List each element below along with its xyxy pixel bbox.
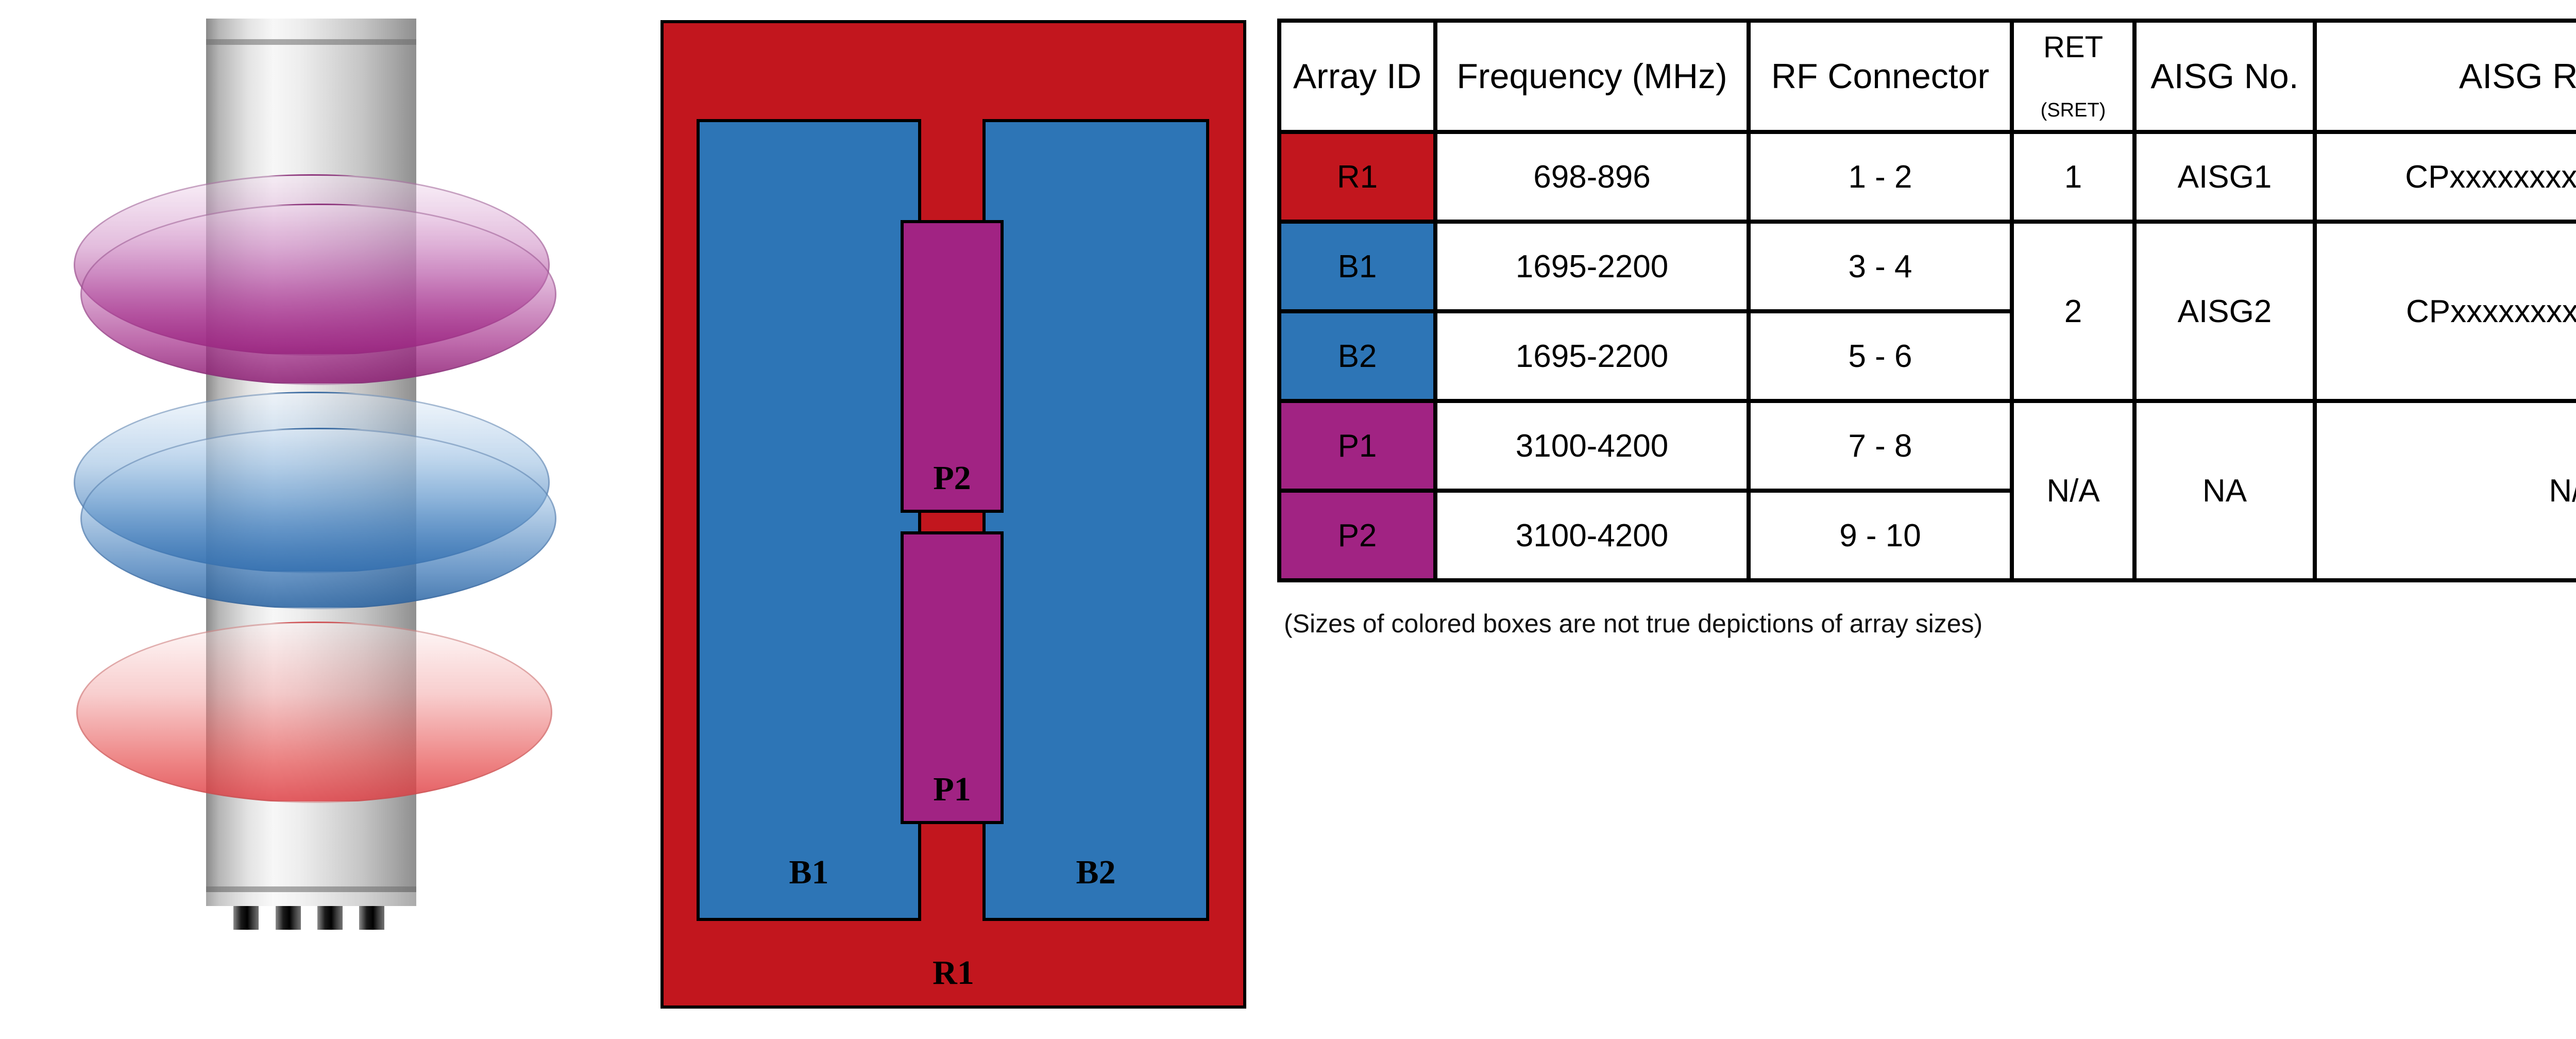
array-label-p2: P2 bbox=[933, 459, 971, 497]
frequency-cell-b2: 1695-2200 bbox=[1433, 309, 1751, 403]
aisg-uid-cell-b-group: CPxxxxxxxxxxxxxxxxB1 bbox=[2313, 220, 2576, 403]
array-label-p1: P1 bbox=[933, 770, 971, 808]
aisg-no-cell-b-group: AISG2 bbox=[2132, 220, 2317, 403]
aisg-uid-cell-p-group: N/A bbox=[2313, 399, 2576, 582]
antenna-connector-1 bbox=[233, 906, 259, 930]
col-header-ret: RET (SRET) bbox=[2010, 19, 2137, 134]
array-label-b1: B1 bbox=[789, 853, 829, 891]
aisg-no-cell-r1: AISG1 bbox=[2132, 130, 2317, 224]
array-id-cell-p1: P1 bbox=[1277, 399, 1437, 493]
array-id-cell-b1: B1 bbox=[1277, 220, 1437, 313]
col-header-aisg-ret-uid: AISG RET UID bbox=[2313, 19, 2576, 134]
rf-connector-cell-p1: 7 - 8 bbox=[1747, 399, 2014, 493]
frequency-cell-r1: 698-896 bbox=[1433, 130, 1751, 224]
table-row-b2: B2 1695-2200 5 - 6 bbox=[1277, 309, 2576, 403]
rf-connector-cell-r1: 1 - 2 bbox=[1747, 130, 2014, 224]
col-header-frequency: Frequency (MHz) bbox=[1433, 19, 1751, 134]
col-header-ret-sub: (SRET) bbox=[2040, 99, 2106, 121]
aisg-uid-cell-r1: CPxxxxxxxxxxxxxxxxR1 bbox=[2313, 130, 2576, 224]
array-box-p1: P1 bbox=[901, 531, 1004, 824]
array-box-b1: B1 bbox=[697, 119, 921, 921]
table-row-b1: B1 1695-2200 3 - 4 2 AISG2 CPxxxxxxxxxxx… bbox=[1277, 220, 2576, 403]
array-id-cell-b2: B2 bbox=[1277, 309, 1437, 403]
table-row-p2: P2 3100-4200 9 - 10 bbox=[1277, 489, 2576, 582]
beam-disc-magenta-lower bbox=[80, 204, 556, 385]
rf-connector-cell-b2: 5 - 6 bbox=[1747, 309, 2014, 403]
frequency-cell-p1: 3100-4200 bbox=[1433, 399, 1751, 493]
rf-connector-cell-p2: 9 - 10 bbox=[1747, 489, 2014, 582]
cylinder-bottom-seam bbox=[206, 886, 416, 892]
cylinder-top-seam bbox=[206, 39, 416, 45]
array-layout-diagram: B1 B2 P2 P1 R1 bbox=[660, 20, 1246, 1009]
ret-cell-p-group: N/A bbox=[2010, 399, 2137, 582]
cylinder-bottom-cap bbox=[206, 892, 416, 906]
antenna-connector-3 bbox=[317, 906, 343, 930]
col-header-ret-main: RET bbox=[2043, 30, 2103, 64]
col-header-array-id: Array ID bbox=[1277, 19, 1437, 134]
antenna-connector-4 bbox=[359, 906, 384, 930]
array-id-cell-r1: R1 bbox=[1277, 130, 1437, 224]
array-spec-table: Array ID Frequency (MHz) RF Connector RE… bbox=[1277, 19, 2576, 582]
rf-connector-cell-b1: 3 - 4 bbox=[1747, 220, 2014, 313]
table-row-r1: R1 698-896 1 - 2 1 AISG1 CPxxxxxxxxxxxxx… bbox=[1277, 130, 2576, 224]
ret-cell-b-group: 2 bbox=[2010, 220, 2137, 403]
col-header-aisg-no: AISG No. bbox=[2132, 19, 2317, 134]
col-header-rf-connector: RF Connector bbox=[1747, 19, 2014, 134]
frequency-cell-p2: 3100-4200 bbox=[1433, 489, 1751, 582]
array-box-b2: B2 bbox=[982, 119, 1209, 921]
array-label-r1: R1 bbox=[933, 954, 974, 992]
array-label-b2: B2 bbox=[1076, 853, 1116, 891]
frequency-cell-b1: 1695-2200 bbox=[1433, 220, 1751, 313]
array-box-p2: P2 bbox=[901, 220, 1004, 513]
beam-disc-red bbox=[76, 622, 552, 803]
antenna-connector-2 bbox=[276, 906, 301, 930]
header-row: Array ID Frequency (MHz) RF Connector RE… bbox=[1277, 19, 2576, 134]
aisg-no-cell-p-group: NA bbox=[2132, 399, 2317, 582]
ret-cell-r1: 1 bbox=[2010, 130, 2137, 224]
array-id-cell-p2: P2 bbox=[1277, 489, 1437, 582]
beam-disc-blue-lower bbox=[80, 428, 556, 609]
size-disclaimer-note: (Sizes of colored boxes are not true dep… bbox=[1284, 609, 1983, 638]
table-row-p1: P1 3100-4200 7 - 8 N/A NA N/A bbox=[1277, 399, 2576, 582]
